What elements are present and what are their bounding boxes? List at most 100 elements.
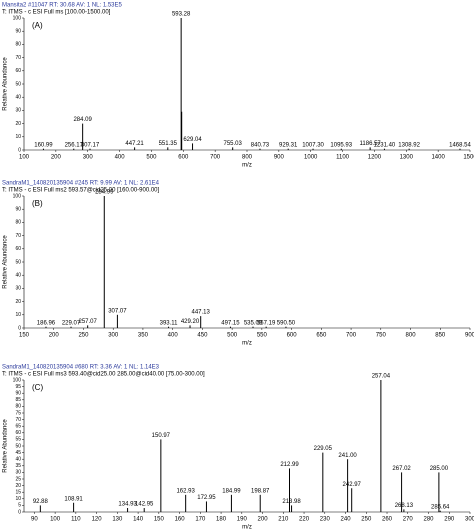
peak-label: 447.21 [125,141,144,147]
peak-label: 108.91 [64,496,83,502]
y-tick-label: 10 [15,496,21,502]
peak-label: 1231.40 [374,142,396,148]
peak-label: 284.09 [73,117,92,123]
x-tick-label: 500 [146,155,157,161]
header-line: T: ITMS - c ESI Full ms2 593.57@cid25.00… [2,188,160,194]
peak-label: 142.95 [135,502,154,508]
peak-label: 198.87 [251,488,270,494]
x-tick-label: 1500 [463,155,474,161]
x-tick-label: 250 [361,517,372,523]
y-tick-label: 90 [15,391,21,397]
x-tick-label: 300 [83,155,94,161]
x-tick-label: 650 [316,333,327,339]
peak-label: 134.93 [118,502,137,508]
y-tick-label: 30 [15,108,21,114]
peak-label: 267.02 [392,466,411,472]
peak-label: 593.28 [172,12,191,18]
x-tick-label: 700 [210,155,221,161]
x-tick-label: 250 [78,333,89,339]
x-tick-label: 220 [299,517,310,523]
peak-label: 497.15 [221,320,240,326]
peak-label: 1007.30 [302,142,324,148]
peak-label: 256.17 [65,142,84,148]
panel-label: (A) [32,21,43,30]
x-tick-label: 120 [92,517,103,523]
peak-label: 242.97 [343,482,362,488]
x-tick-label: 200 [258,517,269,523]
y-tick-label: 30 [15,286,21,292]
peak-label: 186.96 [37,320,56,326]
y-tick-label: 20 [15,121,21,127]
x-tick-label: 1400 [431,155,445,161]
x-tick-label: 200 [49,333,60,339]
x-tick-label: 150 [154,517,165,523]
header-line: T: ITMS - c ESI Full ms3 593.40@cid25.00… [2,372,205,378]
x-tick-label: 100 [50,517,61,523]
x-tick-label: 240 [341,517,352,523]
peak-label: 257.04 [372,374,391,380]
x-tick-label: 150 [19,333,30,339]
x-tick-label: 130 [112,517,123,523]
peak-label: 755.03 [223,141,242,147]
header-line: SandraM1_140820135904 #680 RT: 3.36 AV: … [2,365,160,371]
x-tick-label: 400 [115,155,126,161]
x-tick-label: 600 [178,155,189,161]
peak-label: 447.13 [192,310,211,316]
x-tick-label: 170 [195,517,206,523]
y-axis-label: Relative Abundance [3,235,9,289]
peak-label: 590.50 [277,320,296,326]
y-tick-label: 20 [15,299,21,305]
y-tick-label: 90 [15,29,21,35]
x-tick-label: 180 [216,517,227,523]
x-tick-label: 1200 [368,155,382,161]
x-tick-label: 260 [382,517,393,523]
peak-label: 92.88 [33,499,49,505]
x-tick-label: 270 [403,517,414,523]
peak-label: 284.99 [95,190,114,196]
x-tick-label: 190 [237,517,248,523]
peak-label: 229.05 [314,446,333,452]
x-tick-label: 800 [242,155,253,161]
header-line: Mansita2 #11047 RT: 30.68 AV: 1 NL: 1.53… [2,3,123,9]
x-tick-label: 300 [108,333,119,339]
x-tick-label: 1000 [304,155,318,161]
peak-label: 929.31 [279,142,298,148]
peak-label: 551.35 [159,141,178,147]
x-tick-label: 850 [435,333,446,339]
peak-label: 268.13 [395,503,414,509]
y-tick-label: 20 [15,483,21,489]
x-tick-label: 230 [320,517,331,523]
y-tick-label: 0 [18,509,21,515]
peak-label: 1186.57 [360,141,382,147]
y-tick-label: 5 [18,503,21,509]
x-tick-label: 90 [31,517,38,523]
peak-label: 150.97 [152,433,171,439]
x-tick-label: 500 [227,333,238,339]
y-tick-label: 40 [15,457,21,463]
x-tick-label: 140 [133,517,144,523]
y-tick-label: 100 [13,193,22,199]
x-tick-label: 900 [465,333,474,339]
y-tick-label: 50 [15,443,21,449]
y-tick-label: 100 [13,15,22,21]
y-tick-label: 70 [15,55,21,61]
x-tick-label: 200 [51,155,62,161]
y-tick-label: 0 [18,325,21,331]
y-axis-label: Relative Abundance [3,57,9,111]
y-tick-label: 70 [15,233,21,239]
peak-label: 307.07 [108,308,127,314]
header-line: T: ITMS - c ESI Full ms [100.00-1500.00] [2,10,111,16]
peak-label: 229.07 [62,320,81,326]
peak-label: 212.99 [280,462,299,468]
y-tick-label: 45 [15,450,21,456]
peak-label: 557.19 [257,320,276,326]
peak-label: 1308.92 [398,142,420,148]
y-axis-label: Relative Abundance [3,419,9,473]
y-tick-label: 50 [15,81,21,87]
y-tick-label: 65 [15,424,21,430]
peak-label: 429.20 [181,319,200,325]
y-tick-label: 50 [15,259,21,265]
y-tick-label: 80 [15,220,21,226]
x-tick-label: 600 [287,333,298,339]
